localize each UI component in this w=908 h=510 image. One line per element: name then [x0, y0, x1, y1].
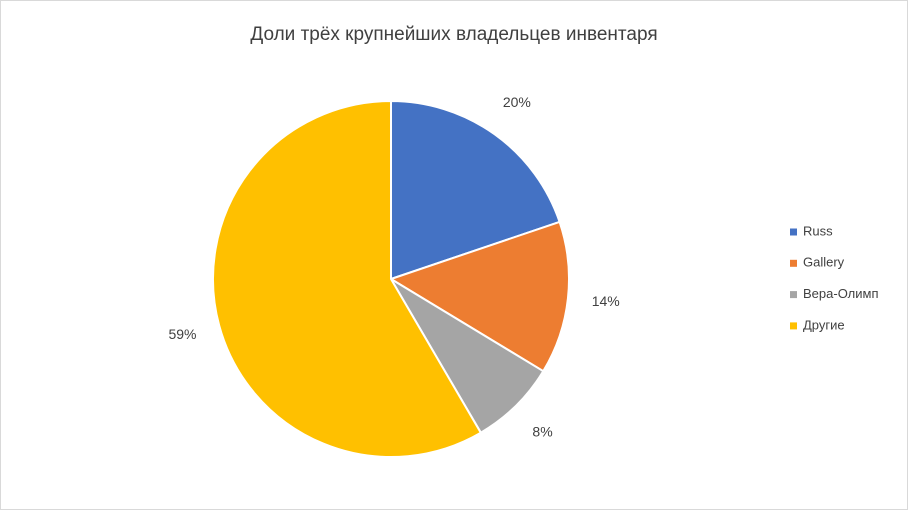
legend-label: Gallery: [803, 255, 845, 270]
legend-label: Russ: [803, 223, 833, 238]
legend-swatch: [790, 259, 797, 267]
pie-slice: [212, 99, 483, 458]
data-label: 20%: [503, 94, 531, 110]
pie-slice: [390, 99, 561, 281]
data-label: 14%: [592, 293, 620, 309]
data-label: 59%: [168, 326, 196, 342]
legend-swatch: [790, 291, 797, 299]
legend-swatch: [790, 228, 797, 236]
pie-slice: [388, 220, 570, 373]
chart-title: Доли трёх крупнейших владельцев инвентар…: [250, 24, 657, 45]
data-label: 8%: [532, 424, 552, 440]
legend-swatch: [790, 322, 797, 330]
legend-label: Вера-Олимп: [803, 286, 878, 301]
legend-label: Другие: [803, 317, 845, 332]
